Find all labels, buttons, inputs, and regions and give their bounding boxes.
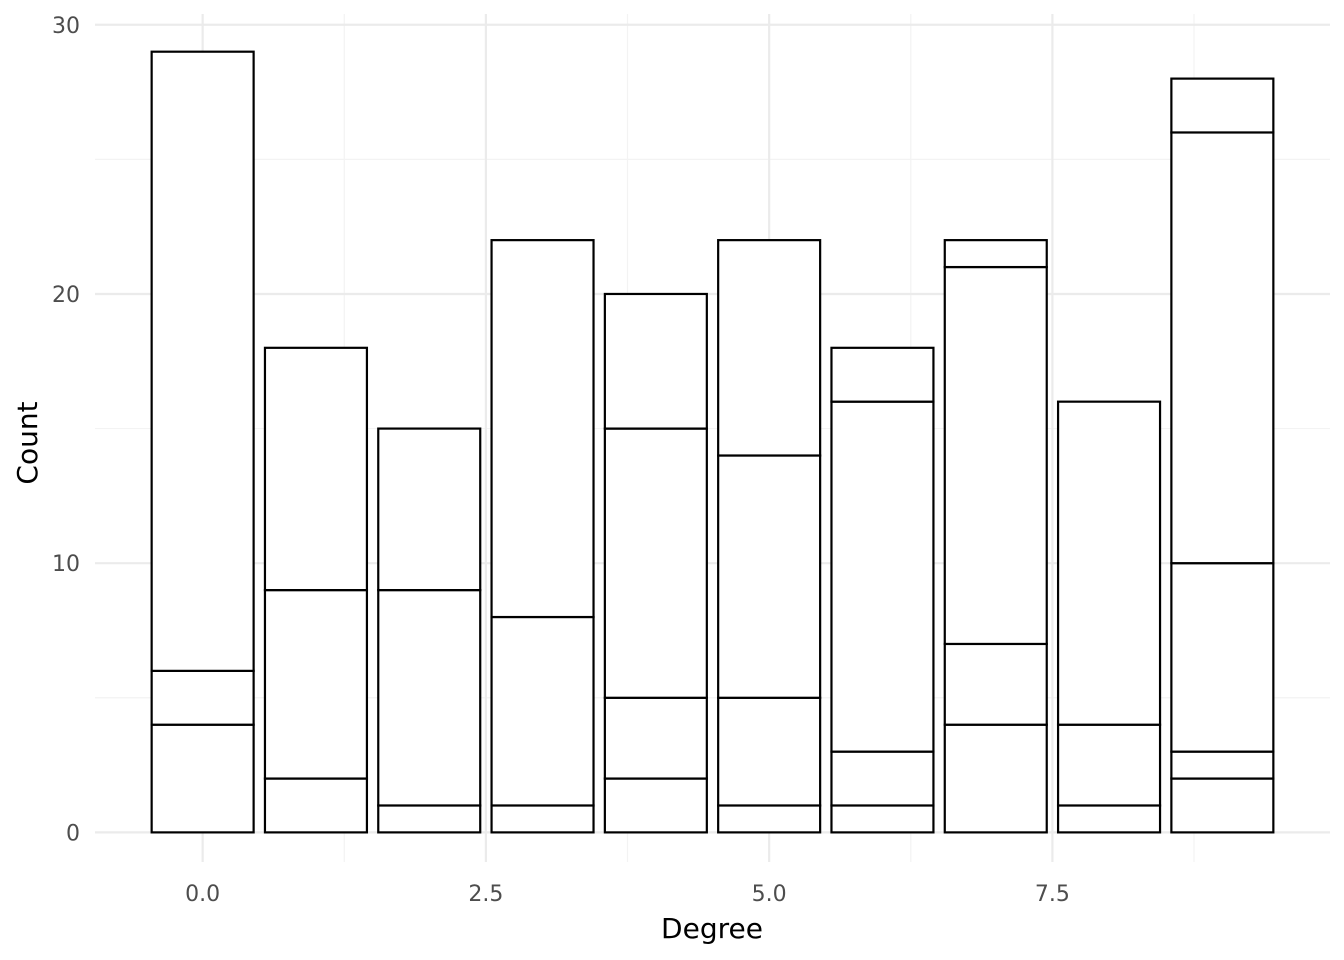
bar-segment xyxy=(603,427,708,699)
bar-segment xyxy=(603,696,708,780)
bar-segment xyxy=(377,427,482,592)
bar-stack-5 xyxy=(717,239,822,834)
bar-segment xyxy=(377,804,482,834)
bar-segment xyxy=(1170,131,1275,565)
bar-segment xyxy=(490,239,595,619)
bars-group xyxy=(150,50,1275,834)
bar-segment xyxy=(830,750,935,807)
bar-stack-0 xyxy=(150,50,255,834)
bar-segment xyxy=(263,777,369,834)
bar-segment xyxy=(943,239,1048,269)
x-tick-label: 5.0 xyxy=(752,882,787,907)
x-tick-label: 7.5 xyxy=(1035,882,1070,907)
bar-segment xyxy=(943,265,1048,646)
bar-stack-2 xyxy=(377,427,482,834)
bar-segment xyxy=(1170,562,1275,753)
bar-segment xyxy=(1056,400,1162,726)
bar-segment xyxy=(717,804,822,834)
y-tick-label: 10 xyxy=(52,552,80,577)
bar-segment xyxy=(603,292,708,430)
bar-segment xyxy=(943,642,1048,726)
y-axis-title: Count xyxy=(11,401,44,484)
bar-segment xyxy=(943,723,1048,834)
bar-segment xyxy=(490,804,595,834)
bar-segment xyxy=(1170,777,1275,834)
bar-stack-7 xyxy=(943,239,1048,834)
bar-segment xyxy=(717,696,822,807)
bar-segment xyxy=(830,400,935,753)
bar-segment xyxy=(490,615,595,807)
bar-stack-4 xyxy=(603,292,708,834)
bar-stack-1 xyxy=(263,346,369,834)
bar-segment xyxy=(717,454,822,699)
bar-stack-9 xyxy=(1170,77,1275,834)
bar-segment xyxy=(717,239,822,457)
x-tick-label: 0.0 xyxy=(185,882,220,907)
y-tick-label: 30 xyxy=(52,14,80,39)
bar-segment xyxy=(377,589,482,807)
y-axis-ticks: 0 10 20 30 xyxy=(52,14,80,847)
bar-segment xyxy=(150,669,255,726)
bar-segment xyxy=(603,777,708,834)
bar-segment xyxy=(830,804,935,834)
bar-stack-8 xyxy=(1056,400,1162,834)
bar-segment xyxy=(263,589,369,780)
bar-segment xyxy=(150,723,255,834)
bar-stack-6 xyxy=(830,346,935,834)
bar-segment xyxy=(1170,750,1275,780)
bar-segment xyxy=(150,50,255,672)
bar-segment xyxy=(1056,723,1162,807)
x-axis-ticks: 0.0 2.5 5.0 7.5 xyxy=(185,882,1070,907)
bar-segment xyxy=(1170,77,1275,134)
bar-segment xyxy=(830,346,935,403)
x-tick-label: 2.5 xyxy=(468,882,503,907)
y-tick-label: 20 xyxy=(52,283,80,308)
bar-stack-3 xyxy=(490,239,595,834)
x-axis-title: Degree xyxy=(661,912,763,945)
y-tick-label: 0 xyxy=(66,821,80,846)
bar-segment xyxy=(263,346,369,592)
bar-segment xyxy=(1056,804,1162,834)
